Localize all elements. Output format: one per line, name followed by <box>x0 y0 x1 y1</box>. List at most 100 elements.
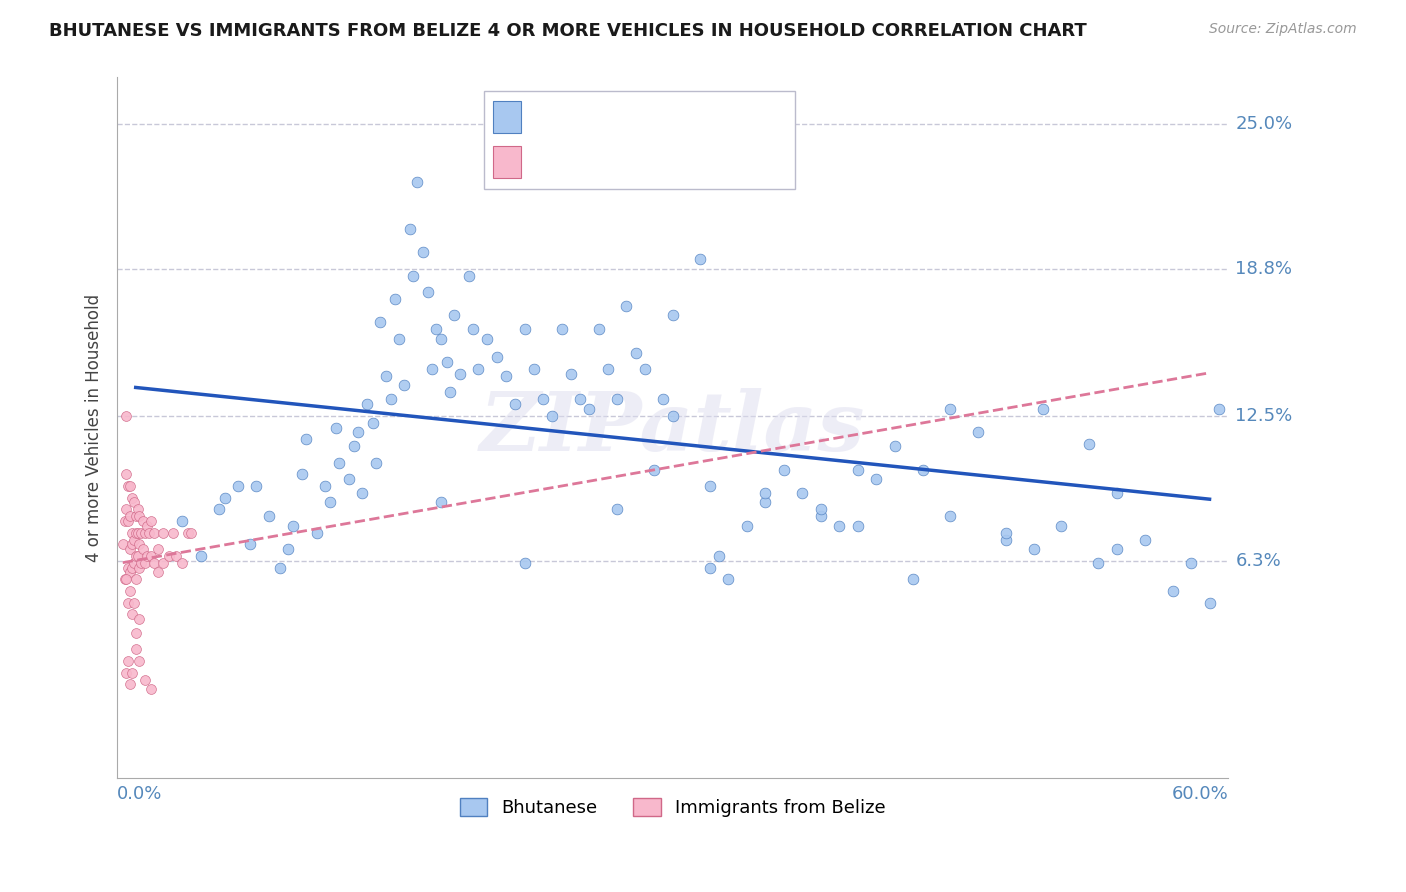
Point <box>1180 556 1202 570</box>
Text: 25.0%: 25.0% <box>1236 115 1292 133</box>
Point <box>121 525 143 540</box>
Point <box>717 572 740 586</box>
Point <box>128 509 150 524</box>
Point <box>114 514 136 528</box>
Point <box>425 322 447 336</box>
Point <box>120 583 142 598</box>
Point <box>132 514 155 528</box>
Text: ZIPatlas: ZIPatlas <box>479 387 865 467</box>
Point <box>152 556 174 570</box>
Point <box>269 560 291 574</box>
Point <box>314 479 336 493</box>
Point <box>115 409 138 423</box>
Point <box>111 537 134 551</box>
Point <box>412 245 434 260</box>
Point <box>661 309 683 323</box>
Point <box>120 565 142 579</box>
Point <box>128 537 150 551</box>
Point <box>643 462 665 476</box>
Point <box>911 462 934 476</box>
Text: BHUTANESE VS IMMIGRANTS FROM BELIZE 4 OR MORE VEHICLES IN HOUSEHOLD CORRELATION : BHUTANESE VS IMMIGRANTS FROM BELIZE 4 OR… <box>49 22 1087 40</box>
Point <box>281 518 304 533</box>
Point <box>467 362 489 376</box>
Point <box>170 556 193 570</box>
Point <box>117 514 139 528</box>
Point <box>295 432 318 446</box>
Point <box>121 560 143 574</box>
Point <box>356 397 378 411</box>
Point <box>883 439 905 453</box>
Point <box>503 397 526 411</box>
Text: 12.5%: 12.5% <box>1236 407 1292 425</box>
Point <box>578 401 600 416</box>
Point <box>125 525 148 540</box>
Point <box>143 556 166 570</box>
Point <box>614 299 637 313</box>
Point <box>994 533 1017 547</box>
Point <box>652 392 675 407</box>
Point <box>117 654 139 668</box>
Point <box>606 502 628 516</box>
Point <box>239 537 262 551</box>
Point <box>170 514 193 528</box>
Point <box>485 351 508 365</box>
Point <box>939 509 962 524</box>
Point <box>307 525 329 540</box>
Point <box>139 514 162 528</box>
Point <box>176 525 198 540</box>
Point <box>810 502 832 516</box>
Point <box>754 486 776 500</box>
Point <box>125 642 148 657</box>
Point <box>420 362 443 376</box>
Point <box>120 479 142 493</box>
Point <box>436 355 458 369</box>
Point <box>121 491 143 505</box>
Point <box>120 541 142 556</box>
Point <box>634 362 657 376</box>
Point <box>132 541 155 556</box>
Point <box>120 677 142 691</box>
Point <box>366 456 388 470</box>
Point <box>165 549 187 563</box>
Point <box>350 486 373 500</box>
Point <box>128 654 150 668</box>
Point <box>560 367 582 381</box>
Point <box>1050 518 1073 533</box>
Point <box>1161 583 1184 598</box>
Point <box>523 362 546 376</box>
Point <box>226 479 249 493</box>
Point <box>967 425 990 439</box>
Point <box>392 378 415 392</box>
Point <box>115 572 138 586</box>
Point <box>122 556 145 570</box>
Point <box>477 332 499 346</box>
Text: Source: ZipAtlas.com: Source: ZipAtlas.com <box>1209 22 1357 37</box>
Point <box>1105 541 1128 556</box>
Point <box>190 549 212 563</box>
Point <box>122 533 145 547</box>
Point <box>115 467 138 482</box>
Point <box>398 222 420 236</box>
Point <box>596 362 619 376</box>
Point <box>143 525 166 540</box>
Point <box>121 607 143 622</box>
Point <box>245 479 267 493</box>
Point <box>443 309 465 323</box>
Point <box>121 537 143 551</box>
Point <box>707 549 730 563</box>
Text: 0.0%: 0.0% <box>117 785 163 803</box>
Point <box>117 595 139 609</box>
Legend: Bhutanese, Immigrants from Belize: Bhutanese, Immigrants from Belize <box>453 790 893 824</box>
Point <box>291 467 314 482</box>
Point <box>125 509 148 524</box>
Point <box>152 525 174 540</box>
Point <box>122 495 145 509</box>
Text: 6.3%: 6.3% <box>1236 551 1281 569</box>
Point <box>134 673 156 687</box>
Point <box>361 416 384 430</box>
Point <box>319 495 342 509</box>
Point <box>134 556 156 570</box>
Point <box>325 420 347 434</box>
Point <box>1087 556 1109 570</box>
Point <box>865 472 887 486</box>
